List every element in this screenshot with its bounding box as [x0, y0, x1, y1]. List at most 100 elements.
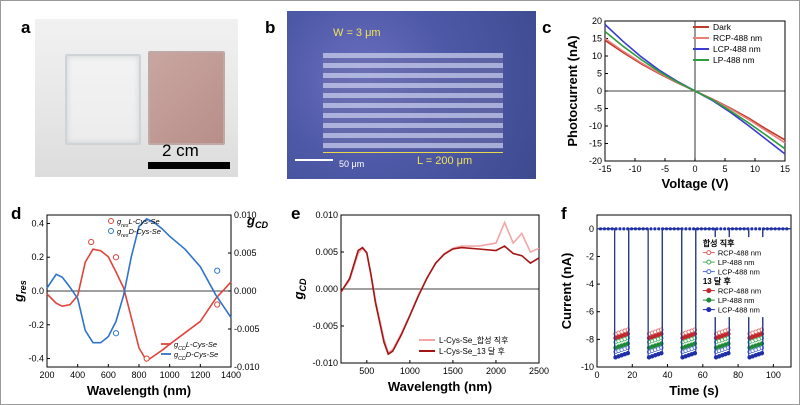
y-tick-label: -0.2	[28, 320, 44, 330]
x-tick-label: 2000	[486, 366, 506, 376]
baseline-point	[750, 227, 754, 231]
baseline-point	[610, 227, 614, 231]
legend-marker	[706, 307, 712, 313]
y-tick-label: -0.4	[28, 354, 44, 364]
y-tick-label: 0.000	[315, 284, 338, 294]
y-tick-label: 0	[597, 86, 602, 96]
y2-tick-label: -0.005	[234, 324, 260, 334]
baseline-point	[684, 227, 688, 231]
baseline-point	[614, 227, 618, 231]
x-tick-label: 60	[698, 370, 708, 380]
legend-label: LCP-488 nm	[713, 44, 761, 54]
baseline-point	[746, 227, 750, 231]
series-line	[340, 220, 540, 354]
y-tick-label: 0.010	[315, 210, 338, 220]
data-point	[214, 267, 221, 274]
scale-bar-label: 2 cm	[162, 141, 199, 160]
length-label: L = 200 μm	[417, 155, 473, 167]
legend-marker	[706, 269, 712, 275]
x-tick-label: -10	[628, 164, 641, 174]
baseline-point	[629, 227, 634, 231]
baseline-point	[754, 227, 758, 231]
glass-substrate	[65, 54, 141, 145]
baseline-point	[785, 227, 789, 231]
x-tick-label: 1000	[400, 366, 420, 376]
y-tick-label: 0.005	[315, 247, 338, 257]
x-tick-label: 15	[780, 164, 790, 174]
y-tick-label: -8	[586, 334, 594, 344]
y2-axis-label: gCD	[246, 213, 269, 230]
legend-label: LP-488 nm	[718, 296, 755, 305]
scale-bar	[148, 162, 230, 169]
data-point	[112, 254, 120, 261]
x-tick-label: 0	[692, 164, 697, 174]
y-tick-label: -10	[589, 121, 602, 131]
data-point	[759, 350, 765, 356]
baseline-point	[773, 227, 777, 231]
legend-label: RCP-488 nm	[718, 249, 761, 258]
legend-marker	[108, 218, 114, 224]
legend-label: Dark	[713, 22, 732, 32]
baseline-point	[695, 227, 700, 231]
baseline-point	[688, 227, 692, 231]
electrode-region	[323, 53, 503, 149]
x-tick-label: -15	[598, 164, 611, 174]
baseline-point	[598, 227, 603, 231]
data-point	[112, 330, 120, 337]
y-tick-label: 0.2	[31, 252, 44, 262]
x-tick-label: 0	[594, 370, 599, 380]
panel-letter-a: a	[21, 18, 31, 37]
data-point	[143, 355, 150, 362]
data-point	[726, 350, 731, 356]
baseline-point	[676, 227, 680, 231]
baseline-point	[606, 227, 610, 231]
film-substrate	[148, 51, 225, 145]
length-arrow	[323, 152, 503, 153]
legend-marker	[706, 259, 712, 265]
y-axis-label: gres	[11, 280, 28, 303]
panel-letter-c: c	[542, 18, 552, 37]
x-tick-label: 600	[101, 370, 116, 380]
x-axis-label: Time (s)	[669, 383, 719, 398]
baseline-point	[726, 227, 731, 231]
data-point	[659, 350, 664, 356]
baseline-point	[680, 227, 684, 231]
y-tick-label: -20	[589, 156, 602, 166]
legend-label: L-Cys-Se_합성 직후	[439, 335, 508, 345]
width-label: W = 3 μm	[333, 27, 381, 39]
baseline-point	[707, 227, 711, 231]
x-tick-label: 10	[750, 164, 760, 174]
x-tick-label: 2500	[529, 366, 549, 376]
baseline-point	[730, 227, 735, 231]
legend-marker	[108, 228, 114, 234]
y-tick-label: 0.4	[31, 218, 44, 228]
baseline-point	[742, 227, 746, 231]
x-tick-label: 5	[722, 164, 727, 174]
baseline-point	[781, 227, 785, 231]
legend-label: LP-488 nm	[718, 258, 755, 267]
baseline-point	[699, 227, 704, 231]
x-tick-label: 400	[70, 370, 85, 380]
panel-b-micrograph: W = 3 μm L = 200 μm 50 μm	[287, 11, 536, 179]
legend-group-title: 13 달 후	[703, 276, 732, 286]
y-axis-label: Current (nA)	[559, 253, 574, 330]
legend-label: gCDD-Cys-Se	[174, 350, 218, 362]
baseline-point	[761, 227, 766, 231]
y-axis-label: Photocurrent (nA)	[565, 35, 580, 146]
series-line	[604, 30, 786, 150]
baseline-point	[618, 227, 622, 231]
legend-marker	[706, 297, 712, 303]
baseline-point	[637, 227, 641, 231]
legend-label: LP-488 nm	[713, 55, 755, 65]
x-tick-label: 1200	[190, 370, 210, 380]
baseline-point	[641, 227, 645, 231]
y-tick-label: -2	[586, 251, 594, 261]
legend-label: gresD-Cys-Se	[117, 227, 161, 239]
y2-tick-label: 0.005	[234, 248, 257, 258]
y2-tick-label: 0.010	[234, 210, 257, 220]
micro-scale-label: 50 μm	[339, 159, 365, 169]
x-tick-label: 80	[733, 370, 743, 380]
baseline-point	[633, 227, 638, 231]
baseline-point	[765, 227, 769, 231]
y-tick-label: 15	[592, 34, 602, 44]
